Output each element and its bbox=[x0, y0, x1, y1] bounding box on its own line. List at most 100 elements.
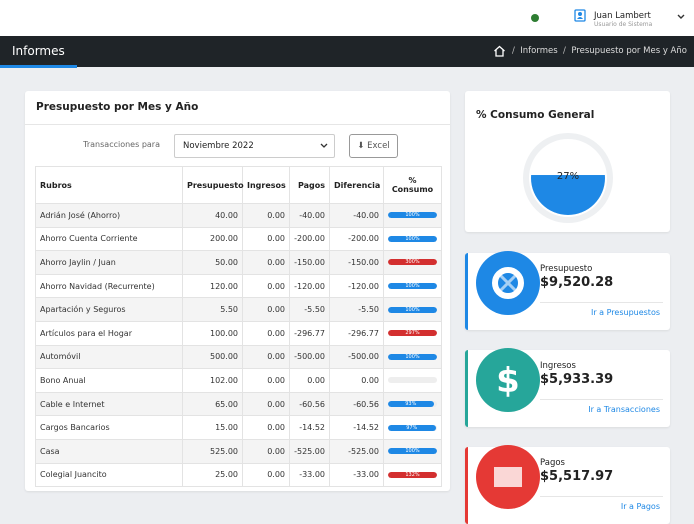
header-row: Rubros Presupuesto Ingresos Pagos Diferencia… bbox=[35, 166, 442, 204]
cell: Ahorro Navidad (Recurrente) bbox=[35, 273, 183, 299]
cell: Automóvil bbox=[35, 344, 183, 370]
card-label: Pagos bbox=[540, 458, 565, 468]
progress-fill: 100% bbox=[388, 283, 437, 290]
cell: -200.00 bbox=[329, 226, 384, 252]
card-link[interactable]: Ir a Transacciones bbox=[588, 405, 660, 414]
cell: -500.00 bbox=[289, 344, 330, 370]
progress-fill: 100% bbox=[388, 448, 437, 455]
cell: 0.00 bbox=[242, 462, 290, 488]
table-row: Ahorro Navidad (Recurrente) 120.00 0.00 -12… bbox=[35, 273, 442, 299]
report-table: Rubros Presupuesto Ingresos Pagos Diferencia… bbox=[35, 166, 442, 488]
cell: 0.00 bbox=[242, 273, 290, 299]
cell: -40.00 bbox=[289, 203, 330, 228]
icon bbox=[476, 251, 540, 315]
table-row: Artículos para el Hogar 100.00 0.00 -296.77… bbox=[35, 320, 442, 346]
card-amount: $5,933.39 bbox=[540, 372, 614, 387]
divider bbox=[540, 496, 663, 497]
cell: -150.00 bbox=[289, 250, 330, 275]
status-dot bbox=[531, 14, 539, 22]
cell: -120.00 bbox=[289, 273, 330, 299]
divider bbox=[540, 399, 663, 400]
cell: 120.00 bbox=[182, 273, 243, 299]
progress-bar: 97% bbox=[388, 424, 437, 431]
navbar: Informes / Informes / Presupuesto por Me… bbox=[0, 36, 694, 68]
progress-fill: 300% bbox=[388, 259, 437, 266]
progress-fill: 100% bbox=[388, 306, 437, 313]
cell: -5.50 bbox=[289, 297, 330, 322]
card-icon: $ bbox=[476, 348, 540, 416]
cell: Artículos para el Hogar bbox=[35, 320, 183, 346]
month-select[interactable]: Noviembre 2022 bbox=[174, 134, 335, 158]
cell: Cargos Bancarios bbox=[35, 415, 183, 440]
progress-bar bbox=[388, 377, 437, 384]
consumo-cell: 100% bbox=[383, 438, 442, 464]
table-row: Casa 525.00 0.00 -525.00 -525.00 100% bbox=[35, 438, 442, 464]
progress-fill: 97% bbox=[388, 424, 436, 431]
cell: -296.77 bbox=[289, 320, 330, 346]
report-title: Presupuesto por Mes y Año bbox=[36, 101, 199, 113]
cell: 65.00 bbox=[182, 391, 243, 417]
gauge-card: % Consumo General 27% bbox=[465, 91, 670, 232]
table-row: Ahorro Cuenta Corriente 200.00 0.00 -200.00… bbox=[35, 226, 442, 252]
cell: 0.00 bbox=[242, 203, 290, 228]
card-label: Ingresos bbox=[540, 361, 576, 371]
cell: 200.00 bbox=[182, 226, 243, 252]
card-amount: $9,520.28 bbox=[540, 275, 614, 290]
card-amount: $5,517.97 bbox=[540, 469, 614, 484]
progress-bar: 100% bbox=[388, 212, 437, 219]
card-link[interactable]: Ir a Pagos bbox=[620, 502, 660, 511]
cell: -40.00 bbox=[329, 203, 384, 228]
cell: 525.00 bbox=[182, 438, 243, 464]
progress-fill: 297% bbox=[388, 330, 437, 337]
table-row: Bono Anual 102.00 0.00 0.00 0.00 bbox=[35, 368, 442, 393]
consumo-cell: 297% bbox=[383, 320, 442, 346]
progress-bar: 132% bbox=[388, 471, 437, 478]
filter-label: Transacciones para bbox=[83, 140, 160, 149]
progress-bar: 297% bbox=[388, 330, 437, 337]
icon: $ bbox=[476, 348, 540, 412]
cell: -120.00 bbox=[329, 273, 384, 299]
cell: Colegial Juancito bbox=[35, 462, 183, 488]
progress-fill: 93% bbox=[388, 401, 434, 408]
user-role: Usuario de Sistema bbox=[594, 21, 653, 28]
card-label: Presupuesto bbox=[540, 264, 593, 274]
cell: Cable e Internet bbox=[35, 391, 183, 417]
card-icon bbox=[476, 445, 540, 513]
cell: Ahorro Cuenta Corriente bbox=[35, 226, 183, 252]
cell: 0.00 bbox=[242, 344, 290, 370]
cell: -33.00 bbox=[329, 462, 384, 488]
cell: 5.50 bbox=[182, 297, 243, 322]
home-icon[interactable] bbox=[493, 45, 506, 57]
excel-button[interactable]: ⬇ Excel bbox=[349, 134, 398, 158]
breadcrumb-item[interactable]: Informes bbox=[520, 46, 558, 56]
table-row: Apartación y Seguros 5.50 0.00 -5.50 -5.50 10… bbox=[35, 297, 442, 322]
cell: -525.00 bbox=[289, 438, 330, 464]
cell: 0.00 bbox=[242, 391, 290, 417]
card-link[interactable]: Ir a Presupuestos bbox=[590, 308, 660, 317]
report-card: Presupuesto por Mes y Año Transacciones … bbox=[25, 91, 450, 491]
progress-fill: 132% bbox=[388, 471, 437, 478]
consumo-cell: 100% bbox=[383, 273, 442, 299]
excel-label: Excel bbox=[367, 141, 390, 151]
consumo-cell: 100% bbox=[383, 344, 442, 370]
cell: Bono Anual bbox=[35, 368, 183, 393]
consumo-cell: 93% bbox=[383, 391, 442, 417]
cell: 15.00 bbox=[182, 415, 243, 440]
cell: -5.50 bbox=[329, 297, 384, 322]
table-row: Automóvil 500.00 0.00 -500.00 -500.00 100% bbox=[35, 344, 442, 370]
consumo-cell: 132% bbox=[383, 462, 442, 488]
cell: 0.00 bbox=[242, 250, 290, 275]
cell: -14.52 bbox=[289, 415, 330, 440]
cell: Adrián José (Ahorro) bbox=[35, 203, 183, 228]
consumo-cell: 97% bbox=[383, 415, 442, 440]
user-menu[interactable] bbox=[677, 14, 685, 20]
svg-text:$: $ bbox=[496, 361, 520, 401]
cell: 100.00 bbox=[182, 320, 243, 346]
select-arrow bbox=[320, 143, 328, 148]
cell: Casa bbox=[35, 438, 183, 464]
cell: -500.00 bbox=[329, 344, 384, 370]
cell: 0.00 bbox=[242, 320, 290, 346]
cell: 0.00 bbox=[242, 415, 290, 440]
cell: -200.00 bbox=[289, 226, 330, 252]
topbar: Juan Lambert Usuario de Sistema bbox=[0, 0, 694, 36]
